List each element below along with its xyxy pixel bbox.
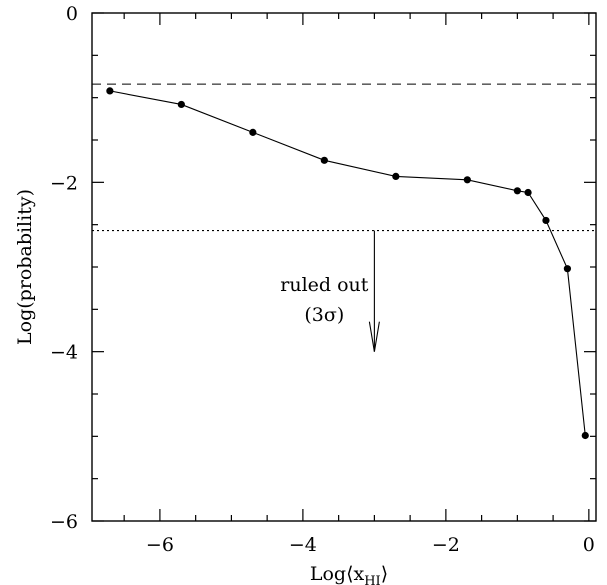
x-axis-label-subscript: HI [364, 574, 380, 585]
annotation-line-2: (3σ) [304, 304, 344, 326]
y-tick-label: −4 [50, 342, 78, 364]
annotation-line-1: ruled out [280, 274, 369, 296]
data-point [320, 156, 328, 164]
y-tick-label: −2 [50, 172, 78, 194]
data-point [563, 265, 572, 273]
x-axis-label-main: Log⟨x [310, 563, 365, 585]
ruled-out-arrow [368, 230, 380, 352]
x-tick-label: −6 [146, 534, 174, 556]
plot-frame [91, 12, 597, 522]
data-point [524, 188, 532, 197]
data-point [513, 187, 521, 195]
axis-ticks [92, 12, 596, 522]
x-axis-label: Log⟨xHI⟩ [310, 563, 388, 585]
data-point [177, 100, 185, 109]
y-tick-label: 0 [66, 3, 78, 25]
x-tick-label: −4 [289, 534, 317, 556]
x-tick-label: 0 [583, 534, 595, 556]
data-point [392, 172, 400, 181]
y-axis-label: Log(probability) [14, 189, 36, 345]
data-point [249, 128, 257, 136]
data-point [581, 431, 589, 440]
reference-lines [92, 83, 596, 232]
data-point [106, 87, 114, 95]
series-group [106, 87, 589, 440]
y-tick-label: −6 [50, 511, 78, 533]
x-axis-label-close: ⟩ [381, 563, 388, 585]
data-point [463, 176, 471, 184]
arrow-head [368, 321, 380, 352]
x-tick-label: −2 [432, 534, 460, 556]
tick-labels: −6 −4 −2 0 0 −2 −4 −6 [50, 3, 595, 556]
series-line [109, 90, 586, 436]
data-point [542, 216, 550, 225]
